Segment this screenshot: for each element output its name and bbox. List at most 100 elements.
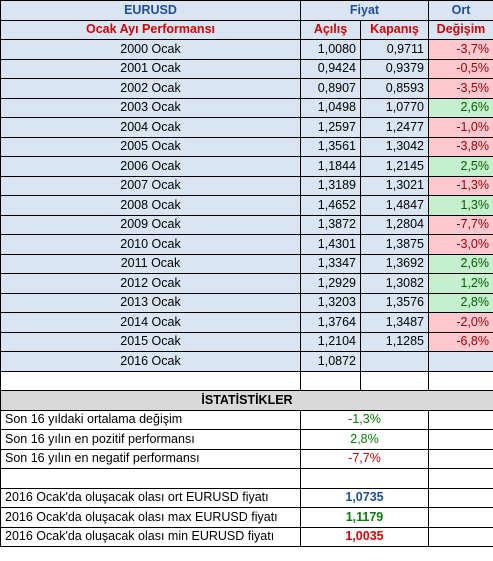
change-cell[interactable]: -3,7% [428,39,493,60]
forecast-empty-cell[interactable] [428,507,493,528]
year-label-cell[interactable]: 2013 Ocak [0,292,301,313]
close-cell[interactable]: 1,3692 [360,253,429,274]
change-cell[interactable]: 2,6% [428,253,493,274]
forecast-label[interactable]: 2016 Ocak'da oluşacak olası max EURUSD f… [0,507,301,528]
year-label-cell[interactable]: 2002 Ocak [0,78,301,99]
blank-cell[interactable] [428,370,493,391]
blank-cell[interactable] [0,370,301,391]
year-label-cell[interactable]: 2006 Ocak [0,156,301,177]
stats-title[interactable]: İSTATİSTİKLER [0,390,493,411]
change-cell[interactable]: -0,5% [428,58,493,79]
close-cell[interactable]: 1,2477 [360,117,429,138]
close-cell[interactable]: 1,3576 [360,292,429,313]
change-cell[interactable]: -3,5% [428,78,493,99]
forecast-empty-cell[interactable] [428,526,493,547]
change-cell[interactable]: -6,8% [428,331,493,352]
close-cell[interactable]: 1,1285 [360,331,429,352]
open-cell[interactable]: 1,4652 [300,195,361,216]
close-cell[interactable]: 1,3082 [360,273,429,294]
change-cell[interactable]: -1,0% [428,117,493,138]
year-label-cell[interactable]: 2010 Ocak [0,234,301,255]
open-cell[interactable]: 1,1844 [300,156,361,177]
stat-empty-cell[interactable] [428,448,493,469]
open-cell[interactable]: 0,9424 [300,58,361,79]
blank-cell[interactable] [300,370,361,391]
year-label-cell[interactable]: 2001 Ocak [0,58,301,79]
change-cell[interactable]: 2,8% [428,292,493,313]
close-cell[interactable]: 0,9379 [360,58,429,79]
price-header[interactable]: Fiyat [300,0,429,21]
open-cell[interactable]: 1,3872 [300,214,361,235]
forecast-min-value[interactable]: 1,0035 [300,526,429,547]
open-cell[interactable]: 1,0872 [300,351,361,372]
change-cell[interactable]: -1,3% [428,175,493,196]
avg-header[interactable]: Ort [428,0,493,21]
forecast-max-value[interactable]: 1,1179 [300,507,429,528]
open-cell[interactable]: 1,3203 [300,292,361,313]
change-cell[interactable]: 2,5% [428,156,493,177]
close-cell[interactable]: 1,4847 [360,195,429,216]
open-cell[interactable]: 1,3189 [300,175,361,196]
year-label-cell[interactable]: 2014 Ocak [0,312,301,333]
year-label-cell[interactable]: 2011 Ocak [0,253,301,274]
close-cell[interactable]: 1,3875 [360,234,429,255]
open-cell[interactable]: 1,2929 [300,273,361,294]
close-cell[interactable]: 0,8593 [360,78,429,99]
open-cell[interactable]: 0,8907 [300,78,361,99]
close-cell[interactable]: 1,0770 [360,97,429,118]
blank-cell[interactable] [0,468,301,489]
close-cell[interactable]: 1,3021 [360,175,429,196]
year-label-cell[interactable]: 2004 Ocak [0,117,301,138]
year-label-cell[interactable]: 2009 Ocak [0,214,301,235]
year-label-cell[interactable]: 2016 Ocak [0,351,301,372]
pair-title[interactable]: EURUSD [0,0,301,21]
open-cell[interactable]: 1,2104 [300,331,361,352]
change-cell[interactable]: -2,0% [428,312,493,333]
stat-worst-value[interactable]: -7,7% [300,448,429,469]
stat-empty-cell[interactable] [428,409,493,430]
change-cell[interactable]: 2,6% [428,97,493,118]
stat-empty-cell[interactable] [428,429,493,450]
forecast-label[interactable]: 2016 Ocak'da oluşacak olası min EURUSD f… [0,526,301,547]
change-cell[interactable]: -3,8% [428,136,493,157]
open-cell[interactable]: 1,3764 [300,312,361,333]
stat-label[interactable]: Son 16 yılın en negatif performansı [0,448,301,469]
change-cell[interactable]: -7,7% [428,214,493,235]
change-header[interactable]: Değişim [428,19,493,40]
blank-cell[interactable] [360,370,429,391]
forecast-empty-cell[interactable] [428,487,493,508]
close-cell[interactable]: 1,3042 [360,136,429,157]
close-cell[interactable]: 1,2145 [360,156,429,177]
change-cell[interactable]: -3,0% [428,234,493,255]
close-header[interactable]: Kapanış [360,19,429,40]
year-label-cell[interactable]: 2000 Ocak [0,39,301,60]
stat-label[interactable]: Son 16 yıldaki ortalama değişim [0,409,301,430]
blank-cell[interactable] [428,468,493,489]
year-label-cell[interactable]: 2005 Ocak [0,136,301,157]
open-cell[interactable]: 1,3561 [300,136,361,157]
change-cell[interactable]: 1,3% [428,195,493,216]
year-label-cell[interactable]: 2015 Ocak [0,331,301,352]
subtitle[interactable]: Ocak Ayı Performansı [0,19,301,40]
open-cell[interactable]: 1,2597 [300,117,361,138]
open-cell[interactable]: 1,3347 [300,253,361,274]
year-label-cell[interactable]: 2003 Ocak [0,97,301,118]
stat-avg-value[interactable]: -1,3% [300,409,429,430]
open-header[interactable]: Açılış [300,19,361,40]
change-cell[interactable]: 1,2% [428,273,493,294]
year-label-cell[interactable]: 2008 Ocak [0,195,301,216]
blank-cell[interactable] [300,468,429,489]
forecast-label[interactable]: 2016 Ocak'da oluşacak olası ort EURUSD f… [0,487,301,508]
year-label-cell[interactable]: 2012 Ocak [0,273,301,294]
change-cell[interactable] [428,351,493,372]
close-cell[interactable]: 0,9711 [360,39,429,60]
close-cell[interactable]: 1,3487 [360,312,429,333]
open-cell[interactable]: 1,0080 [300,39,361,60]
open-cell[interactable]: 1,0498 [300,97,361,118]
stat-label[interactable]: Son 16 yılın en pozitif performansı [0,429,301,450]
forecast-avg-value[interactable]: 1,0735 [300,487,429,508]
stat-best-value[interactable]: 2,8% [300,429,429,450]
open-cell[interactable]: 1,4301 [300,234,361,255]
close-cell[interactable] [360,351,429,372]
year-label-cell[interactable]: 2007 Ocak [0,175,301,196]
